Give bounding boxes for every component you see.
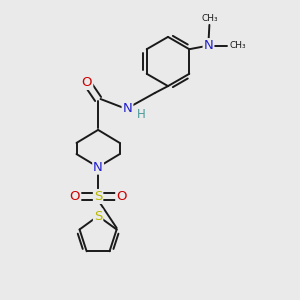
Text: N: N	[204, 39, 213, 52]
Text: H: H	[136, 108, 146, 122]
Text: S: S	[94, 209, 102, 223]
Text: S: S	[94, 190, 102, 203]
Text: O: O	[82, 76, 92, 89]
Text: CH₃: CH₃	[230, 41, 246, 50]
Text: N: N	[123, 101, 132, 115]
Text: N: N	[93, 160, 103, 174]
Text: CH₃: CH₃	[201, 14, 218, 23]
Text: O: O	[70, 190, 80, 203]
Text: O: O	[116, 190, 127, 203]
